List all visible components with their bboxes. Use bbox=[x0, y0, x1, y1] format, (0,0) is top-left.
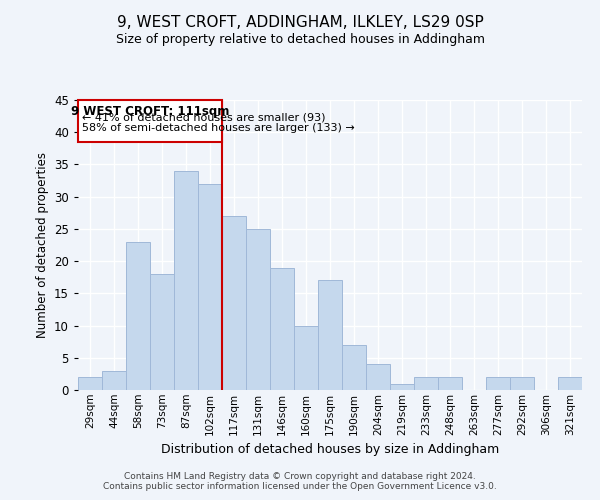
Bar bbox=[198, 184, 222, 390]
Text: Size of property relative to detached houses in Addingham: Size of property relative to detached ho… bbox=[115, 32, 485, 46]
Bar bbox=[294, 326, 318, 390]
Text: 58% of semi-detached houses are larger (133) →: 58% of semi-detached houses are larger (… bbox=[82, 122, 355, 132]
Bar bbox=[366, 364, 390, 390]
Text: ← 41% of detached houses are smaller (93): ← 41% of detached houses are smaller (93… bbox=[82, 113, 325, 123]
Bar bbox=[318, 280, 342, 390]
X-axis label: Distribution of detached houses by size in Addingham: Distribution of detached houses by size … bbox=[161, 443, 499, 456]
Bar bbox=[78, 100, 222, 142]
Text: 9, WEST CROFT, ADDINGHAM, ILKLEY, LS29 0SP: 9, WEST CROFT, ADDINGHAM, ILKLEY, LS29 0… bbox=[116, 15, 484, 30]
Bar bbox=[486, 377, 510, 390]
Bar bbox=[102, 370, 126, 390]
Bar bbox=[414, 377, 438, 390]
Bar bbox=[558, 377, 582, 390]
Bar bbox=[126, 242, 150, 390]
Bar bbox=[222, 216, 246, 390]
Bar bbox=[78, 377, 102, 390]
Bar bbox=[342, 345, 366, 390]
Bar bbox=[510, 377, 534, 390]
Bar bbox=[270, 268, 294, 390]
Bar bbox=[174, 171, 198, 390]
Bar bbox=[390, 384, 414, 390]
Bar bbox=[438, 377, 462, 390]
Text: 9 WEST CROFT: 111sqm: 9 WEST CROFT: 111sqm bbox=[71, 104, 229, 118]
Bar bbox=[150, 274, 174, 390]
Y-axis label: Number of detached properties: Number of detached properties bbox=[35, 152, 49, 338]
Text: Contains public sector information licensed under the Open Government Licence v3: Contains public sector information licen… bbox=[103, 482, 497, 491]
Bar bbox=[246, 229, 270, 390]
Text: Contains HM Land Registry data © Crown copyright and database right 2024.: Contains HM Land Registry data © Crown c… bbox=[124, 472, 476, 481]
